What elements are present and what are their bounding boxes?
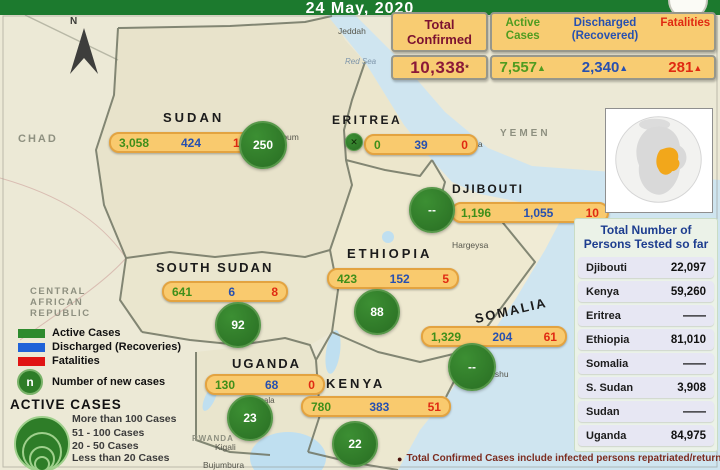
report-date: 24 May, 2020 bbox=[305, 0, 415, 15]
legend-new-cases-icon: n bbox=[17, 369, 43, 395]
compass-north-label: N bbox=[70, 16, 78, 27]
fatalities-header: Fatalities bbox=[660, 17, 711, 29]
legend-size-label-1: 51 - 100 Cases bbox=[72, 427, 145, 439]
somalia-cases-pill: 1,329 204 61 bbox=[421, 326, 567, 347]
sudan-cases-pill: 3,058424146 bbox=[109, 132, 263, 153]
trend-up-icon: ▲ bbox=[619, 63, 629, 73]
kenya-cases-pill: 780 383 51 bbox=[301, 396, 451, 417]
label-eritrea: ERITREA bbox=[332, 113, 403, 127]
road-line bbox=[19, 257, 127, 341]
tested-panel-title: Total Number of Persons Tested so far bbox=[583, 223, 709, 251]
somalia-new-cases-bubble: -- bbox=[448, 343, 496, 391]
label-sudan: SUDAN bbox=[163, 110, 225, 125]
stats-values: 7,557▲ 2,340▲ 281▲ bbox=[490, 55, 716, 80]
label-south-sudan: SOUTH SUDAN bbox=[156, 260, 274, 275]
legend-label-active: Active Cases bbox=[52, 327, 121, 339]
footnote: ● Total Confirmed Cases include infected… bbox=[397, 453, 720, 464]
fatalities-value: 281▲ bbox=[668, 59, 703, 76]
stats-headers: Active Cases Discharged (Recovered) Fata… bbox=[490, 12, 716, 52]
total-confirmed-value: 10,338 bbox=[410, 57, 466, 77]
ethiopia-new-cases-bubble: 88 bbox=[354, 289, 400, 335]
sudan-new-cases-bubble: 250 bbox=[239, 121, 287, 169]
trend-up-icon: ▲ bbox=[537, 63, 546, 73]
label-kenya: KENYA bbox=[326, 376, 386, 391]
tested-row-uganda: Uganda 84,975 bbox=[578, 425, 714, 446]
legend-size-label-3: Less than 20 Cases bbox=[72, 452, 170, 464]
uganda-cases-pill: 130 68 0 bbox=[205, 374, 325, 395]
tested-row-somalia: Somalia —— bbox=[578, 353, 714, 374]
eritrea-no-cases-marker: ✕ bbox=[345, 133, 363, 151]
igad-region-highlight bbox=[656, 147, 680, 175]
uganda-new-cases-bubble: 23 bbox=[227, 395, 273, 441]
legend-label-fatalities: Fatalities bbox=[52, 355, 100, 367]
north-arrow-icon bbox=[70, 28, 98, 74]
legend-swatch-active bbox=[18, 329, 45, 338]
trend-up-icon: ▲ bbox=[693, 63, 703, 73]
header-banner: 24 May, 2020 bbox=[0, 0, 720, 15]
lake-turkana bbox=[325, 330, 341, 374]
persons-tested-panel: Total Number of Persons Tested so far Dj… bbox=[574, 218, 718, 452]
label-djibouti: DJIBOUTI bbox=[452, 182, 525, 196]
globe-icon bbox=[615, 116, 702, 203]
tested-row-djibouti: Djibouti 22,097 bbox=[578, 257, 714, 278]
label-kigali: Kigali bbox=[215, 442, 236, 452]
legend-size-label-0: More than 100 Cases bbox=[72, 413, 177, 425]
tested-row-eritrea: Eritrea —— bbox=[578, 305, 714, 326]
legend-label-discharged: Discharged (Recoveries) bbox=[52, 341, 181, 353]
active-cases-header: Active Cases bbox=[505, 17, 540, 42]
footnote-text: Total Confirmed Cases include infected p… bbox=[406, 453, 720, 464]
legend-size-ring-under20 bbox=[34, 456, 50, 470]
label-uganda: UGANDA bbox=[232, 356, 302, 371]
legend-active-cases-title: ACTIVE CASES bbox=[10, 397, 122, 412]
tested-row-sudan: Sudan —— bbox=[578, 401, 714, 422]
active-cases-value: 7,557▲ bbox=[499, 59, 546, 76]
south-sudan-cases-pill: 641 6 8 bbox=[162, 281, 288, 302]
ethiopia-cases-pill: 423 152 5 bbox=[327, 268, 459, 289]
globe-inset bbox=[605, 108, 713, 213]
south-sudan-new-cases-bubble: 92 bbox=[215, 302, 261, 348]
tested-row-ethiopia: Ethiopia 81,010 bbox=[578, 329, 714, 350]
djibouti-new-cases-bubble: -- bbox=[409, 187, 455, 233]
label-yemen: YEMEN bbox=[500, 128, 551, 139]
label-bujumbura: Bujumbura bbox=[203, 460, 245, 470]
legend-swatch-discharged bbox=[18, 343, 45, 352]
tested-row-s-sudan: S. Sudan 3,908 bbox=[578, 377, 714, 398]
tested-row-kenya: Kenya 59,260 bbox=[578, 281, 714, 302]
eritrea-cases-pill: 0 39 0 bbox=[364, 134, 478, 155]
kenya-new-cases-bubble: 22 bbox=[332, 421, 378, 467]
legend-size-label-2: 20 - 50 Cases bbox=[72, 440, 139, 452]
total-confirmed-header: Total Confirmed bbox=[391, 12, 488, 52]
total-confirmed-marker: * bbox=[465, 62, 469, 73]
legend-label-new-cases: Number of new cases bbox=[52, 376, 166, 388]
label-ethiopia: ETHIOPIA bbox=[347, 246, 433, 261]
label-central-african-republic: CENTRAL AFRICAN REPUBLIC bbox=[30, 286, 91, 319]
label-rwanda: RWANDA bbox=[192, 434, 234, 443]
total-confirmed-label: Total Confirmed bbox=[407, 17, 472, 47]
label-red-sea: Red Sea bbox=[345, 57, 377, 66]
footnote-bullet-icon: ● bbox=[397, 453, 403, 464]
road-line bbox=[0, 177, 127, 259]
discharged-value: 2,340▲ bbox=[581, 59, 629, 76]
discharged-header: Discharged (Recovered) bbox=[571, 17, 639, 42]
label-chad: CHAD bbox=[18, 133, 58, 145]
graticule-line bbox=[24, 14, 119, 61]
legend-swatch-fatalities bbox=[18, 357, 45, 366]
total-confirmed-value-box: 10,338 * bbox=[391, 55, 488, 80]
djibouti-cases-pill: 1,196 1,055 10 bbox=[451, 202, 609, 223]
label-jeddah: Jeddah bbox=[338, 26, 366, 36]
lake-victoria bbox=[250, 432, 326, 470]
lake-tana bbox=[382, 231, 394, 243]
label-hargeysa: Hargeysa bbox=[452, 240, 489, 250]
